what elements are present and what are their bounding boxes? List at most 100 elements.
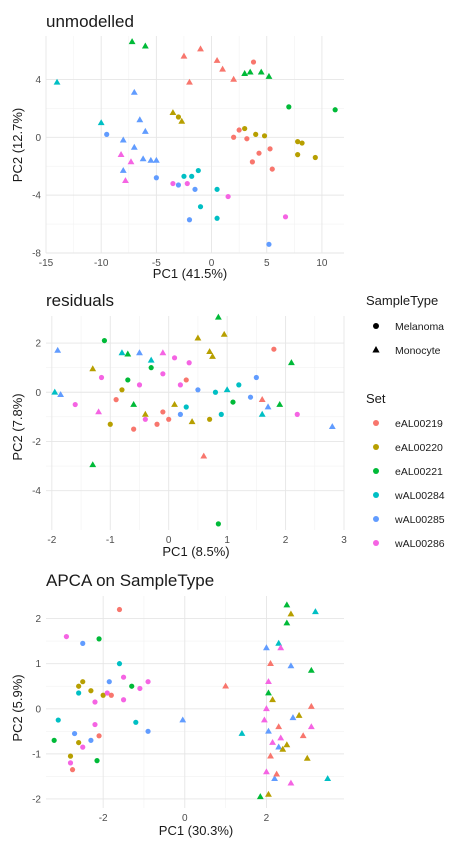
data-point-circle (267, 146, 273, 152)
legend-color-label: wAL00284 (394, 490, 445, 502)
data-point-triangle (299, 732, 307, 739)
data-point-triangle (265, 727, 272, 734)
data-point-triangle (119, 166, 127, 173)
data-point-triangle (97, 119, 105, 126)
data-point-circle (113, 397, 119, 403)
x-tick-label: 0 (166, 535, 172, 546)
data-point-triangle (283, 619, 291, 626)
data-point-triangle (303, 754, 311, 761)
data-point-circle (120, 674, 127, 680)
data-point-circle (104, 131, 110, 137)
data-point-circle (80, 744, 86, 750)
data-point-triangle (222, 682, 230, 689)
panel3-title: APCA on SampleType (46, 571, 214, 590)
data-point-triangle (141, 42, 149, 49)
data-point-triangle (275, 723, 283, 730)
data-point-circle (131, 426, 137, 432)
data-point-circle (145, 679, 151, 685)
data-point-triangle (307, 702, 315, 709)
legend-color-swatch (373, 492, 379, 498)
legend-color-swatch (373, 444, 379, 450)
legend-color-items: eAL00219 eAL00220 eAL00221 wAL00284 wAL00285… (373, 418, 445, 550)
data-point-circle (312, 154, 318, 161)
data-point-circle (256, 150, 262, 156)
data-point-circle (266, 241, 272, 247)
data-point-circle (177, 382, 183, 388)
data-point-circle (51, 737, 57, 743)
data-point-circle (96, 733, 102, 739)
data-point-circle (192, 186, 198, 192)
data-point-triangle (95, 408, 103, 415)
panel1-xlabel: PC1 (41.5%) (153, 266, 227, 281)
data-point-circle (184, 180, 190, 187)
data-point-circle (88, 688, 94, 694)
x-tick-label: -2 (47, 535, 56, 546)
data-point-circle (80, 679, 86, 685)
data-point-circle (231, 134, 237, 140)
data-point-triangle (269, 696, 276, 703)
data-point-triangle (258, 410, 266, 417)
data-point-triangle (152, 156, 160, 163)
data-point-circle (69, 767, 76, 773)
data-point-triangle (169, 109, 177, 116)
data-point-triangle (57, 391, 65, 398)
data-point-triangle (194, 334, 202, 341)
data-point-circle (67, 760, 74, 766)
data-point-triangle (289, 714, 297, 721)
data-point-circle (181, 173, 187, 179)
data-point-circle (92, 721, 98, 728)
data-point-circle (282, 214, 289, 220)
data-point-triangle (124, 350, 132, 357)
data-point-circle (175, 114, 182, 120)
data-point-triangle (171, 400, 178, 407)
data-point-circle (116, 661, 123, 667)
data-point-triangle (283, 741, 291, 748)
data-point-circle (183, 404, 189, 410)
x-tick-label: 0 (209, 258, 215, 269)
legend-color-swatch (373, 516, 379, 522)
data-point-circle (80, 640, 86, 646)
x-tick-label: 5 (264, 258, 270, 269)
data-point-triangle (147, 156, 155, 163)
legend: SampleType Melanoma Monocyte Set eAL0021… (366, 293, 445, 550)
data-point-circle (133, 719, 139, 725)
legend-shape-label: Monocyte (395, 345, 441, 357)
data-point-circle (142, 416, 148, 422)
data-point-triangle (188, 418, 196, 425)
data-point-triangle (139, 155, 147, 162)
data-point-triangle (223, 386, 231, 393)
data-point-triangle (324, 775, 332, 782)
x-tick-label: 2 (283, 535, 289, 546)
data-point-triangle (258, 396, 266, 402)
data-point-circle (67, 753, 74, 759)
data-point-circle (253, 374, 259, 381)
data-point-triangle (277, 644, 285, 651)
data-point-circle (214, 186, 220, 192)
legend-color-title: Set (366, 391, 386, 406)
y-tick-label: 2 (35, 614, 41, 625)
data-point-circle (197, 204, 204, 210)
panel2-plot: -2 -1 0 1 2 3 -4 -2 0 2 (32, 313, 347, 546)
data-point-triangle (257, 68, 265, 75)
data-point-triangle (230, 75, 238, 82)
data-point-circle (212, 389, 219, 395)
data-point-triangle (51, 388, 59, 395)
data-point-circle (286, 104, 292, 110)
x-tick-label: 10 (316, 258, 328, 269)
data-point-circle (120, 697, 127, 703)
legend-color-swatch (373, 420, 379, 426)
data-point-circle (153, 175, 159, 181)
x-tick-label: 1 (224, 535, 230, 546)
data-point-triangle (238, 729, 246, 736)
x-tick-label: 3 (341, 535, 347, 546)
data-point-triangle (287, 662, 295, 669)
data-point-triangle (197, 45, 204, 52)
data-point-circle (160, 371, 166, 377)
x-tick-label: -1 (106, 535, 115, 546)
data-point-triangle (264, 403, 272, 410)
data-point-triangle (265, 72, 273, 79)
data-point-triangle (328, 423, 336, 430)
panel2-ylabel: PC2 (7.8%) (10, 393, 25, 460)
data-point-circle (106, 679, 112, 685)
data-point-triangle (275, 743, 283, 750)
